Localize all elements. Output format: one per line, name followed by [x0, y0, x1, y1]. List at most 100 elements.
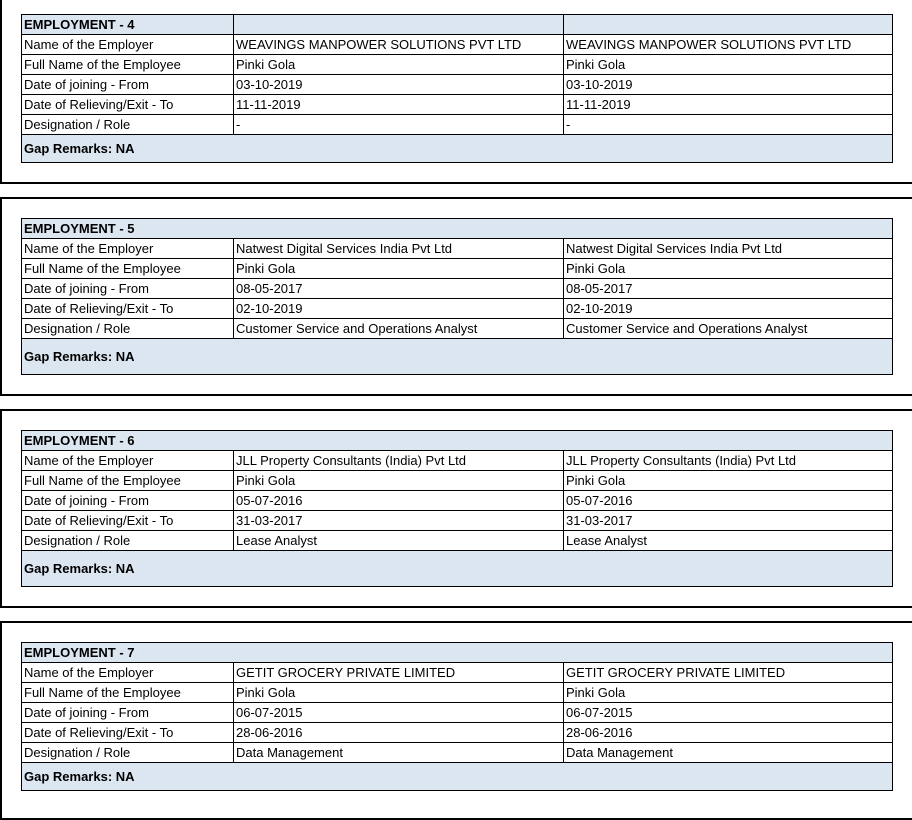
claimed-value: 05-07-2016	[233, 490, 564, 511]
claimed-value: 08-05-2017	[233, 278, 564, 299]
verified-value: WEAVINGS MANPOWER SOLUTIONS PVT LTD	[563, 34, 893, 55]
claimed-value: 06-07-2015	[233, 702, 564, 723]
employment-title: EMPLOYMENT - 6	[20, 430, 894, 451]
verified-value: 31-03-2017	[562, 510, 894, 531]
employment-table: EMPLOYMENT - 6 Name of the Employer JLL Pr…	[20, 430, 894, 587]
claimed-value: GETIT GROCERY PRIVATE LIMITED	[233, 662, 564, 683]
table-row: Designation / Role Lease Analyst Lease Ana…	[21, 530, 894, 551]
row-label: Full Name of the Employee	[21, 54, 234, 75]
verified-value: 02-10-2019	[562, 298, 894, 319]
header-row: EMPLOYMENT - 7	[20, 642, 894, 663]
verified-value: Customer Service and Operations Analyst	[562, 318, 894, 339]
employment-table: EMPLOYMENT - 7 Name of the Employer GETIT …	[20, 642, 894, 791]
verified-value: Data Management	[562, 742, 894, 763]
claimed-value: Pinki Gola	[233, 54, 564, 75]
row-label: Date of joining - From	[21, 490, 234, 511]
claimed-value: Pinki Gola	[233, 682, 564, 703]
employment-table: EMPLOYMENT - 5 Name of the Employer Natwes…	[20, 218, 894, 375]
table-row: Date of Relieving/Exit - To 28-06-2016 28-…	[21, 722, 894, 743]
claimed-value: Customer Service and Operations Analyst	[233, 318, 564, 339]
table-row: Name of the Employer GETIT GROCERY PRIVAT…	[21, 662, 894, 683]
employment-section	[0, 409, 912, 608]
gap-remarks-row: Gap Remarks: NA	[20, 338, 894, 375]
table-row: Name of the Employer JLL Property Consult…	[21, 450, 894, 471]
verified-value: Pinki Gola	[562, 258, 894, 279]
table-row: Date of Relieving/Exit - To 31-03-2017 31-…	[21, 510, 894, 531]
table-row: Designation / Role Data Management Data Ma…	[21, 742, 894, 763]
claimed-value: 31-03-2017	[233, 510, 564, 531]
employment-section	[0, 0, 912, 184]
row-label: Date of Relieving/Exit - To	[21, 722, 234, 743]
verified-value: 05-07-2016	[562, 490, 894, 511]
gap-remarks-row: Gap Remarks: NA	[20, 762, 894, 791]
claimed-value: 03-10-2019	[233, 74, 564, 95]
verified-value: 11-11-2019	[563, 94, 893, 115]
gap-remarks: Gap Remarks: NA	[20, 762, 894, 791]
employment-title: EMPLOYMENT - 4	[21, 14, 234, 35]
verified-value: GETIT GROCERY PRIVATE LIMITED	[562, 662, 894, 683]
row-label: Name of the Employer	[21, 34, 234, 55]
row-label: Designation / Role	[21, 742, 234, 763]
gap-remarks-row: Gap Remarks: NA	[20, 550, 894, 587]
claimed-value: Lease Analyst	[233, 530, 564, 551]
claimed-value: Pinki Gola	[233, 258, 564, 279]
row-label: Name of the Employer	[21, 450, 234, 471]
row-label: Name of the Employer	[21, 238, 234, 259]
table-row: Date of joining - From 06-07-2015 06-07-20…	[21, 702, 894, 723]
claimed-value: -	[233, 114, 564, 135]
verified-value: Pinki Gola	[562, 682, 894, 703]
claimed-value: JLL Property Consultants (India) Pvt Ltd	[233, 450, 564, 471]
row-label: Designation / Role	[21, 318, 234, 339]
table-row: Date of joining - From 05-07-2016 05-07-20…	[21, 490, 894, 511]
employment-title: EMPLOYMENT - 5	[20, 218, 894, 239]
row-label: Full Name of the Employee	[21, 470, 234, 491]
claimed-value: WEAVINGS MANPOWER SOLUTIONS PVT LTD	[233, 34, 564, 55]
row-label: Date of Relieving/Exit - To	[21, 510, 234, 531]
table-row: Date of Relieving/Exit - To 11-11-2019 11-…	[21, 94, 893, 115]
table-row: Full Name of the Employee Pinki Gola Pinki…	[21, 470, 894, 491]
row-label: Full Name of the Employee	[21, 682, 234, 703]
row-label: Date of Relieving/Exit - To	[21, 94, 234, 115]
row-label: Designation / Role	[21, 530, 234, 551]
claimed-value: Natwest Digital Services India Pvt Ltd	[233, 238, 564, 259]
table-row: Full Name of the Employee Pinki Gola Pinki…	[21, 258, 894, 279]
gap-remarks: Gap Remarks: NA	[20, 338, 894, 375]
verified-value: Pinki Gola	[563, 54, 893, 75]
verified-value: Natwest Digital Services India Pvt Ltd	[562, 238, 894, 259]
table-row: Date of Relieving/Exit - To 02-10-2019 02-…	[21, 298, 894, 319]
gap-remarks: Gap Remarks: NA	[21, 134, 893, 163]
header-row: EMPLOYMENT - 4	[21, 14, 893, 35]
row-label: Full Name of the Employee	[21, 258, 234, 279]
table-row: Full Name of the Employee Pinki Gola Pinki…	[21, 682, 894, 703]
claimed-value: 11-11-2019	[233, 94, 564, 115]
claimed-value: 02-10-2019	[233, 298, 564, 319]
verified-value: 28-06-2016	[562, 722, 894, 743]
verified-value: Lease Analyst	[562, 530, 894, 551]
table-row: Name of the Employer WEAVINGS MANPOWER SO…	[21, 34, 893, 55]
verified-value: 08-05-2017	[562, 278, 894, 299]
row-label: Date of joining - From	[21, 74, 234, 95]
claimed-value: Pinki Gola	[233, 470, 564, 491]
header-row: EMPLOYMENT - 6	[20, 430, 894, 451]
table-row: Full Name of the Employee Pinki Gola Pinki…	[21, 54, 893, 75]
employment-section	[0, 197, 912, 396]
employment-title: EMPLOYMENT - 7	[20, 642, 894, 663]
verified-value: JLL Property Consultants (India) Pvt Ltd	[562, 450, 894, 471]
table-row: Designation / Role Customer Service and O…	[21, 318, 894, 339]
verified-value: 03-10-2019	[563, 74, 893, 95]
row-label: Name of the Employer	[21, 662, 234, 683]
verified-value: -	[563, 114, 893, 135]
table-row: Date of joining - From 08-05-2017 08-05-20…	[21, 278, 894, 299]
row-label: Date of joining - From	[21, 278, 234, 299]
row-label: Designation / Role	[21, 114, 234, 135]
verified-value: 06-07-2015	[562, 702, 894, 723]
verified-value: Pinki Gola	[562, 470, 894, 491]
table-row: Name of the Employer Natwest Digital Serv…	[21, 238, 894, 259]
claimed-value: 28-06-2016	[233, 722, 564, 743]
gap-remarks-row: Gap Remarks: NA	[21, 134, 893, 163]
row-label: Date of joining - From	[21, 702, 234, 723]
claimed-value: Data Management	[233, 742, 564, 763]
table-row: Date of joining - From 03-10-2019 03-10-20…	[21, 74, 893, 95]
header-row: EMPLOYMENT - 5	[20, 218, 894, 239]
row-label: Date of Relieving/Exit - To	[21, 298, 234, 319]
